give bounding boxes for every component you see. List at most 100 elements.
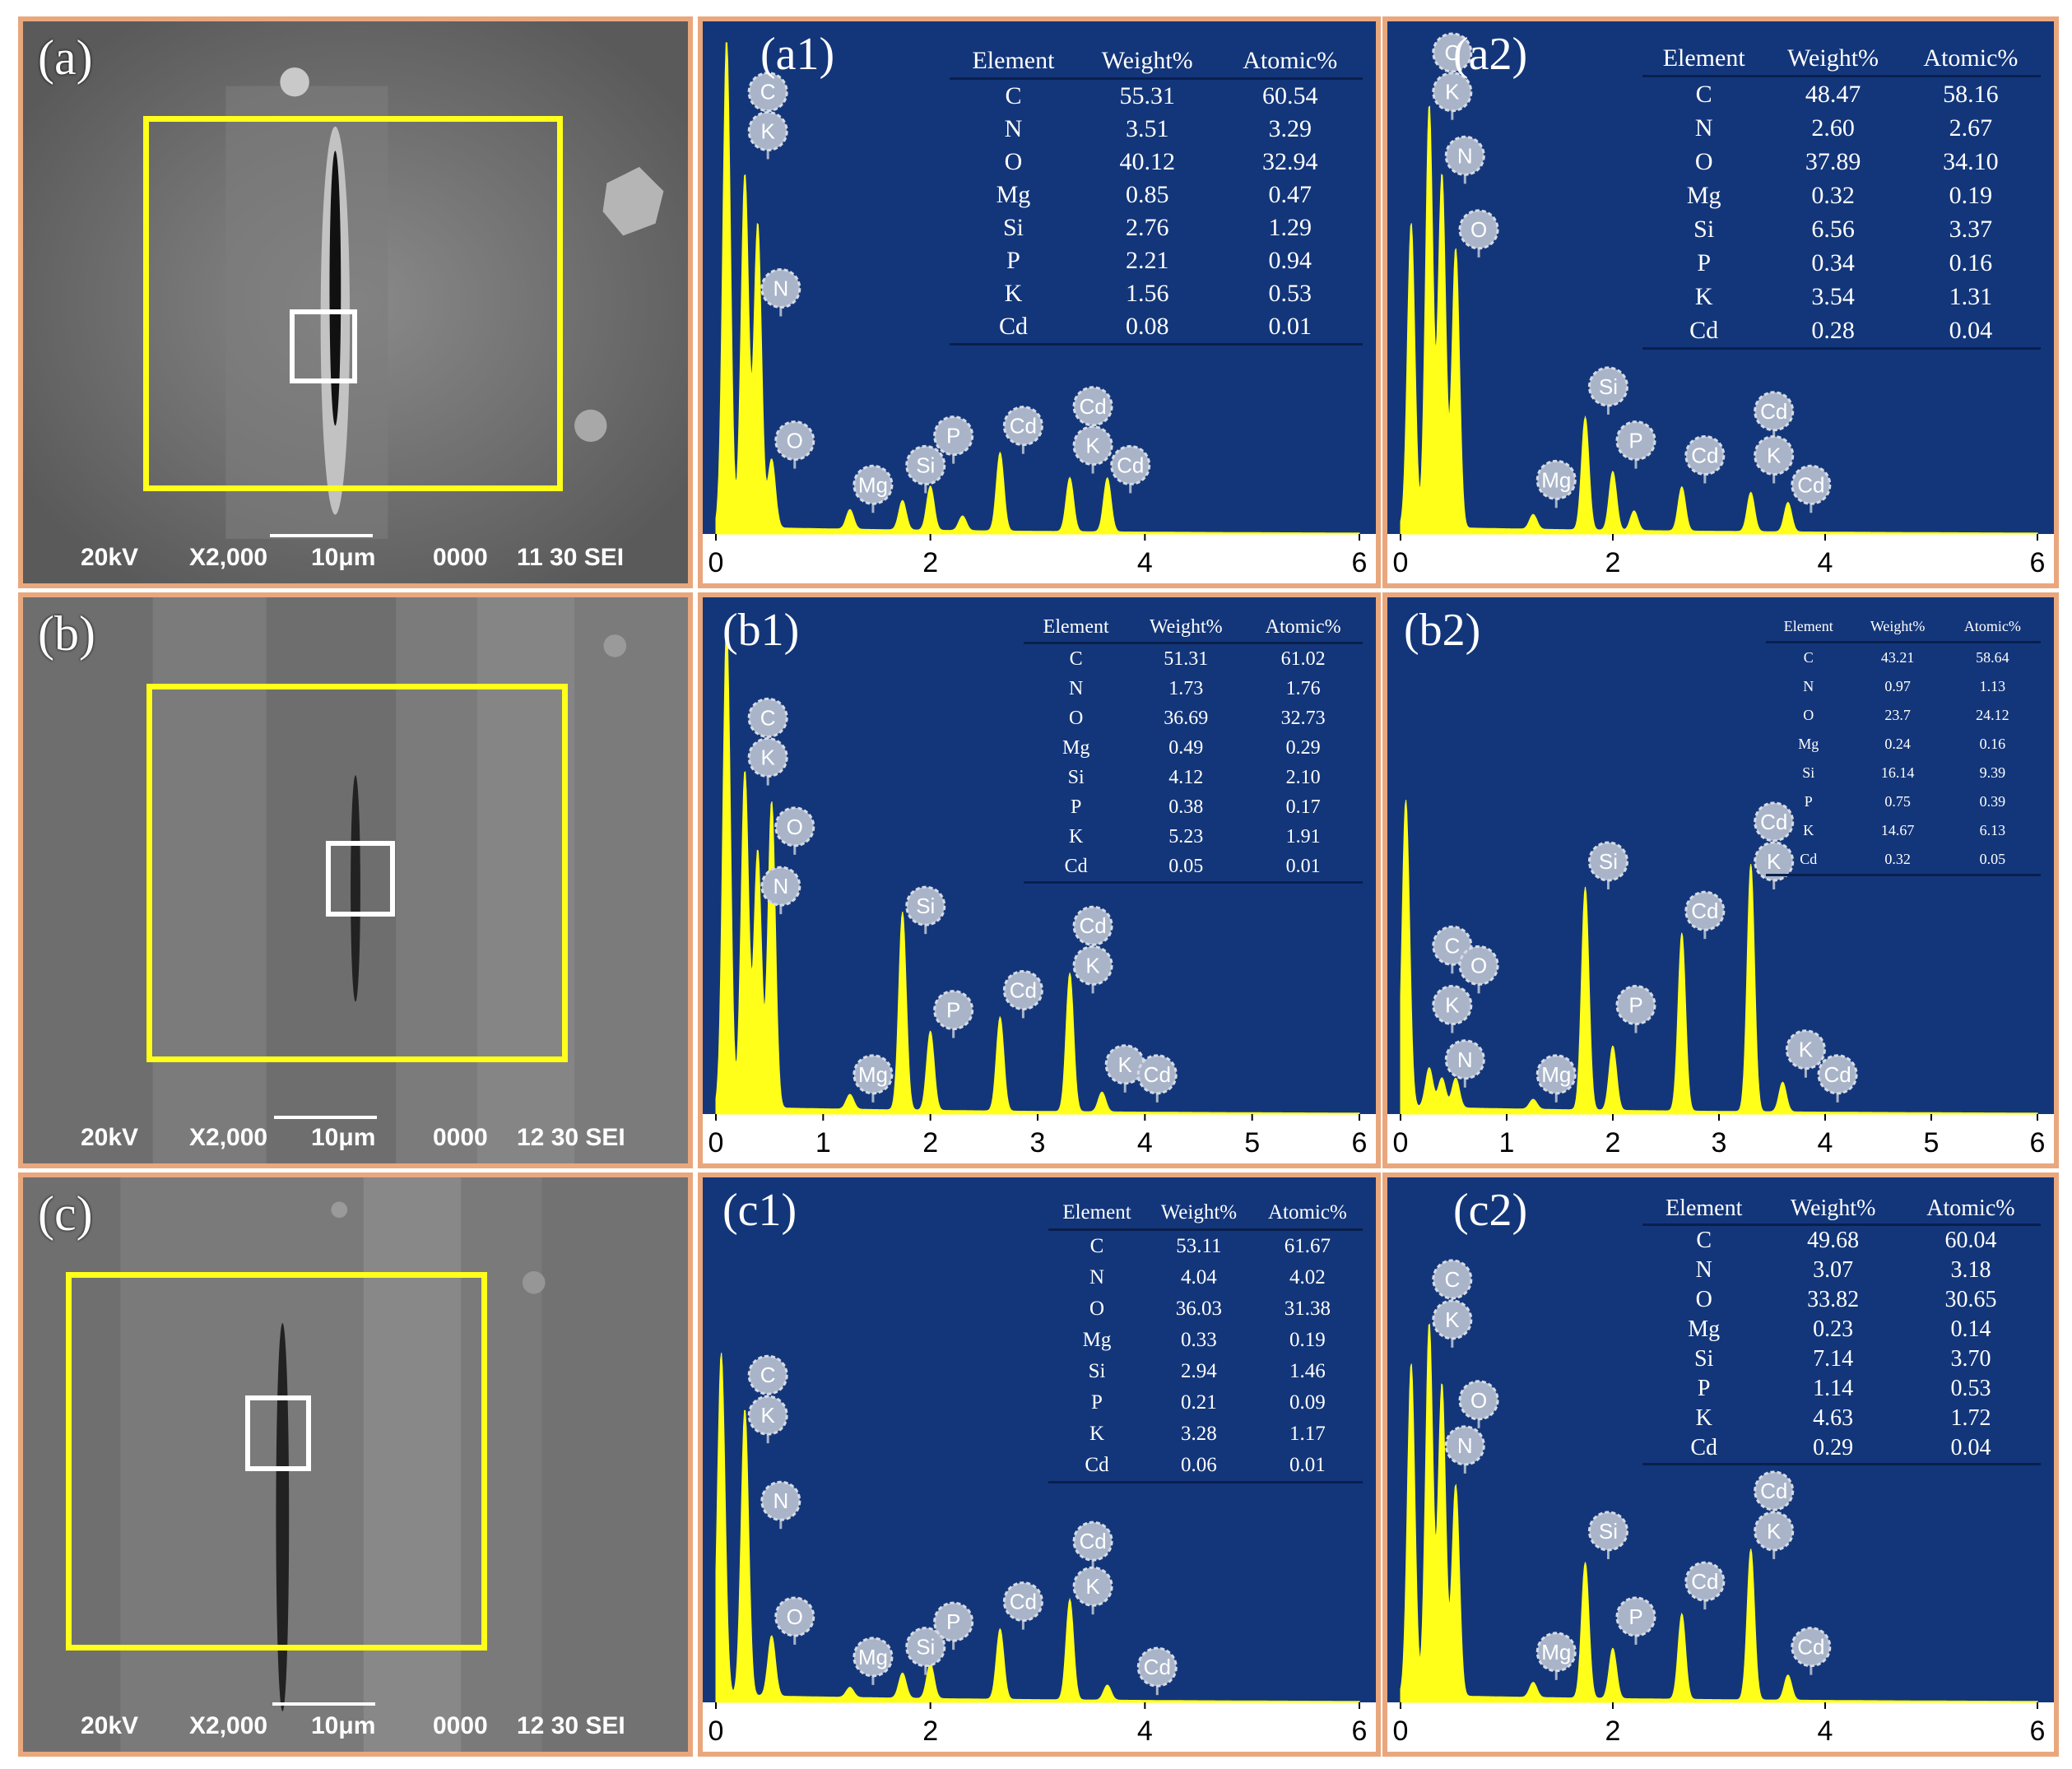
table-cell: Mg <box>996 181 1031 208</box>
table-row: P 2.21 0.94 <box>950 244 1363 277</box>
table-cell: 1.13 <box>1979 678 2006 694</box>
sem-id: 11 30 SEI <box>517 544 625 571</box>
element-marker-label: K <box>1085 434 1100 458</box>
element-marker-label: K <box>761 745 776 770</box>
element-marker-label: N <box>773 874 788 898</box>
table-cell: 4.02 <box>1289 1266 1326 1288</box>
element-marker: Cd <box>1110 444 1151 494</box>
element-marker-label: Cd <box>1010 414 1037 439</box>
table-row: Cd 0.05 0.01 <box>1024 852 1363 884</box>
x-tick-label: 5 <box>1924 1127 1940 1158</box>
element-marker: O <box>1458 945 1499 994</box>
table-row: N 3.51 3.29 <box>950 113 1363 146</box>
x-tick-label: 2 <box>1605 547 1621 578</box>
table-cell: 3.18 <box>1950 1257 1991 1283</box>
element-marker-label: K <box>761 1403 776 1428</box>
table-header: Element <box>950 44 1077 80</box>
element-marker-label: K <box>1767 1519 1782 1544</box>
table-header: Element <box>1024 612 1129 644</box>
table-cell: C <box>1005 82 1022 109</box>
sem-code: 0000 <box>433 544 488 571</box>
table-cell: 24.12 <box>1976 707 2009 723</box>
element-marker: Cd <box>1791 1627 1832 1675</box>
composition-table: Element Weight% Atomic% C 53.11 61.67 N 4.04 4.0… <box>1048 1197 1363 1483</box>
table-row: K 1.56 0.53 <box>950 277 1363 310</box>
table-cell: Cd <box>1642 1433 1766 1465</box>
element-marker-label: Cd <box>1760 810 1787 834</box>
table-cell: 32.94 <box>1262 148 1318 175</box>
table-row: Mg 0.49 0.29 <box>1024 733 1363 763</box>
table-row: Si 2.94 1.46 <box>1048 1356 1363 1387</box>
table-cell: 34.10 <box>1943 147 1999 175</box>
x-axis-strip <box>703 1702 1376 1752</box>
table-cell: K <box>1068 825 1084 847</box>
table-cell: 0.14 <box>1950 1316 1991 1342</box>
table-cell: 60.54 <box>1262 82 1318 109</box>
table-cell: Mg <box>1688 1316 1721 1342</box>
table-cell: 49.68 <box>1807 1228 1860 1253</box>
element-marker: K <box>747 110 788 160</box>
element-marker-label: Cd <box>1117 453 1144 477</box>
table-cell: Si <box>1693 215 1715 243</box>
table-cell: Si <box>1694 1346 1714 1372</box>
spectrum-area <box>715 623 1360 1115</box>
element-marker: Cd <box>1002 406 1043 454</box>
table-cell: 51.31 <box>1164 648 1209 670</box>
element-marker: P <box>933 990 974 1038</box>
table-cell: 0.21 <box>1181 1391 1217 1414</box>
x-tick-label: 4 <box>1818 547 1833 578</box>
element-marker-label: Mg <box>858 1062 888 1087</box>
sem-scale-label: 10μm <box>311 1712 376 1739</box>
table-cell: 0.01 <box>1243 852 1363 884</box>
element-marker-label: Cd <box>1691 898 1718 923</box>
table-cell: K <box>1694 282 1713 310</box>
element-marker-label: Cd <box>1144 1655 1171 1679</box>
table-cell: Cd <box>1024 852 1129 884</box>
x-tick-label: 0 <box>708 1127 724 1158</box>
element-marker-label: Si <box>1599 374 1618 399</box>
element-marker: Cd <box>1136 1054 1178 1103</box>
table-cell: 0.32 <box>1851 845 1944 876</box>
table-header: Atomic% <box>1217 44 1363 80</box>
element-marker: Si <box>905 444 946 494</box>
table-row: C 51.31 61.02 <box>1024 643 1363 675</box>
table-row: N 2.60 2.67 <box>1642 111 2041 145</box>
element-marker-label: Mg <box>858 1645 888 1669</box>
scale-bar <box>272 1702 375 1706</box>
analysis-region-box <box>66 1272 487 1651</box>
table-cell: 1.31 <box>1949 282 1993 310</box>
table-cell: 43.21 <box>1880 649 1915 666</box>
table-row: Cd 0.32 0.05 <box>1766 845 2041 876</box>
element-marker: C <box>747 697 788 746</box>
table-cell: 14.67 <box>1880 822 1915 838</box>
x-tick-label: 3 <box>1712 1127 1727 1158</box>
element-marker: Cd <box>1817 1054 1858 1103</box>
table-header: Weight% <box>1128 612 1244 644</box>
element-marker-label: N <box>773 276 788 301</box>
table-cell: 3.37 <box>1949 215 1993 243</box>
element-marker: Cd <box>1684 434 1726 484</box>
x-tick-label: 6 <box>1352 1127 1368 1158</box>
element-marker-label: Si <box>1599 1519 1618 1544</box>
element-marker: P <box>1615 420 1656 469</box>
element-marker: Cd <box>1072 386 1113 434</box>
x-tick-label: 5 <box>1244 1127 1260 1158</box>
element-marker-label: K <box>1085 953 1100 977</box>
spectrum-area <box>1400 1323 2038 1703</box>
table-cell: 0.08 <box>1076 310 1218 346</box>
table-cell: 0.28 <box>1765 313 1901 350</box>
element-marker: N <box>1444 1425 1485 1474</box>
table-header: Element <box>1048 1197 1146 1231</box>
table-cell: 61.67 <box>1284 1235 1331 1257</box>
table-cell: 36.69 <box>1164 707 1209 729</box>
table-cell: Si <box>1088 1360 1106 1382</box>
sem-image-a: (a) 20kV X2,000 10μm 0000 11 30 SEI <box>18 16 693 588</box>
element-marker-label: Cd <box>1079 1529 1106 1553</box>
composition-table: Element Weight% Atomic% C 43.21 58.64 N 0.97 1.1… <box>1766 612 2041 876</box>
spectrum-panel-label: (b2) <box>1404 605 1481 656</box>
table-row: P 0.38 0.17 <box>1024 792 1363 822</box>
composition-table: Element Weight% Atomic% C 55.31 60.54 N 3.51 3.2… <box>950 44 1363 346</box>
table-cell: 3.51 <box>1125 115 1169 142</box>
